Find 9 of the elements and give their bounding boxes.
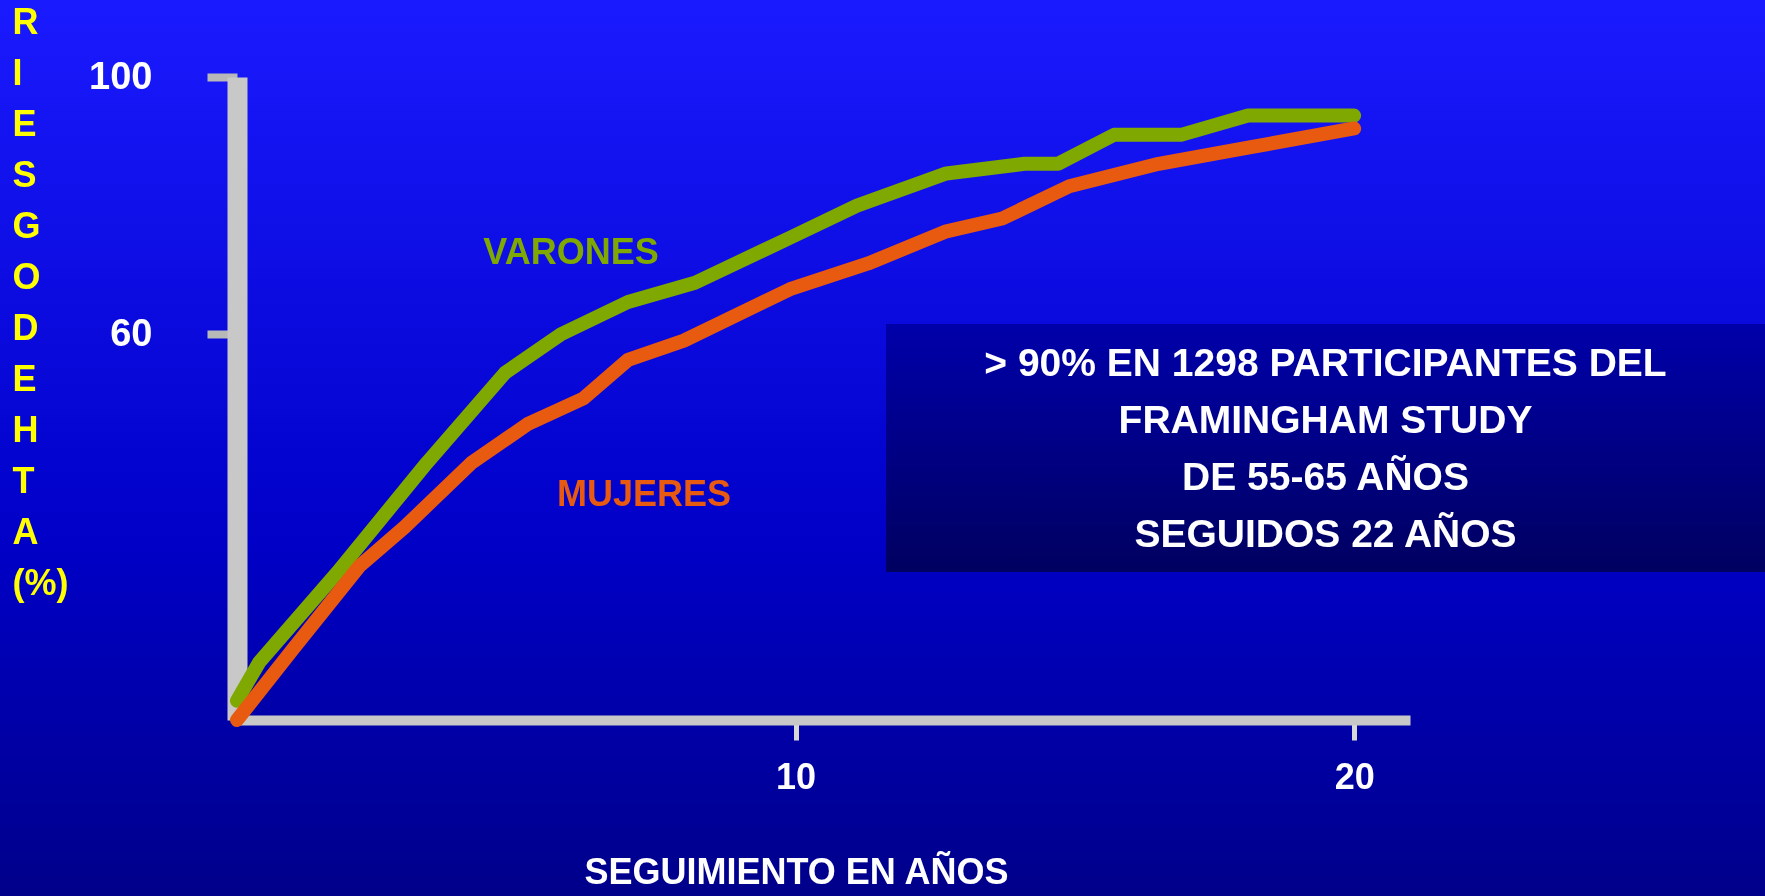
series-label: VARONES (483, 231, 659, 272)
series-label: MUJERES (556, 473, 732, 514)
x-tick-label: 10 (776, 755, 817, 797)
text: RIESGO DE HTA (%) (12, 0, 69, 603)
y-tick-label: 60 (110, 311, 153, 354)
x-axis-title: SEGUIMIENTO EN AÑOS (584, 849, 1009, 892)
x-tick-label: 20 (1334, 755, 1375, 797)
text-panel: > 90% EN 1298 PARTICIPANTES DEL FRAMINGHAM STUDY DE 55-65 AÑOS SEGUIDOS 22 AÑOS (886, 324, 1765, 572)
y-tick-label: 100 (89, 54, 153, 97)
